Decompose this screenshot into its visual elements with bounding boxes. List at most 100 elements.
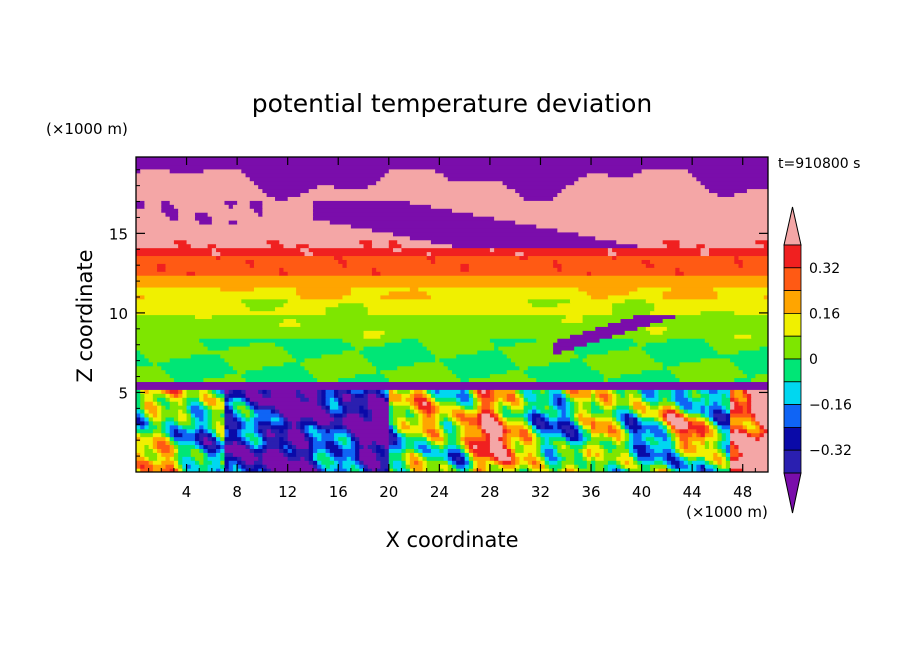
contour-cell: [207, 243, 217, 249]
contour-cell: [628, 401, 634, 406]
contour-cell: [283, 361, 301, 367]
contour-cell: [300, 416, 314, 422]
contour-cell: [173, 377, 205, 383]
contour-cell: [312, 436, 318, 442]
contour-cell: [426, 444, 432, 449]
contour-cell: [730, 440, 735, 446]
contour-cell: [709, 397, 723, 402]
contour-cell: [152, 397, 158, 402]
contour-cell: [199, 432, 209, 438]
contour-cell: [717, 424, 723, 430]
contour-cell: [582, 432, 592, 438]
contour-cell: [334, 393, 339, 398]
contour-cell: [312, 251, 428, 257]
contour-cell: [650, 452, 668, 457]
contour-cell: [578, 416, 596, 422]
contour-cell: [704, 424, 710, 430]
contour-cell: [157, 405, 162, 410]
contour-cell: [161, 200, 171, 205]
contour-cell: [224, 452, 234, 457]
contour-cell: [363, 302, 533, 308]
contour-cell: [692, 172, 768, 178]
contour-cell: [637, 428, 647, 434]
contour-cell: [662, 416, 668, 422]
contour-cell: [565, 428, 575, 434]
contour-cell: [730, 452, 740, 457]
contour-cell: [397, 239, 432, 245]
contour-cell: [241, 389, 247, 394]
contour-cell: [628, 436, 634, 442]
contour-cell: [363, 460, 381, 465]
contour-cell: [452, 412, 457, 418]
x-axis: 4 8 12 16 20 24 28 32 36 40 44 48: [148, 157, 756, 501]
contour-cell: [220, 464, 226, 469]
contour-cell: [738, 397, 748, 402]
contour-cell: [506, 444, 512, 449]
contour-cell: [645, 401, 651, 406]
contour-cell: [675, 424, 689, 430]
contour-cell: [355, 346, 365, 351]
contour-cell: [696, 432, 702, 438]
contour-cell: [190, 452, 205, 457]
contour-cell: [165, 393, 171, 398]
contour-cell: [258, 184, 318, 190]
contour-cell: [633, 436, 643, 442]
contour-cell: [641, 460, 655, 465]
contour-cell: [237, 456, 242, 461]
contour-cell: [426, 401, 432, 406]
contour-cell: [363, 444, 369, 449]
contour-cell: [182, 468, 188, 472]
contour-cell: [532, 424, 537, 430]
contour-cell: [405, 416, 419, 422]
contour-cell: [296, 318, 563, 323]
contour-cell: [658, 440, 672, 446]
contour-cell: [633, 401, 643, 406]
contour-cell: [633, 420, 638, 426]
contour-cell: [359, 349, 432, 355]
contour-cell: [721, 448, 727, 453]
contour-cell: [683, 389, 689, 394]
contour-cell: [325, 405, 331, 410]
contour-cell: [338, 440, 344, 446]
contour-cell: [422, 468, 428, 472]
contour-cell: [671, 452, 676, 457]
contour-cell: [658, 409, 664, 414]
contour-cell: [287, 448, 293, 453]
contour-cell: [275, 342, 352, 347]
contour-cell: [468, 393, 474, 398]
contour-cell: [262, 432, 268, 438]
contour-cell: [224, 444, 247, 449]
contour-cell: [447, 365, 521, 371]
contour-cell: [578, 231, 768, 237]
x-tick-label: 24: [430, 483, 449, 501]
contour-cell: [430, 409, 436, 414]
contour-cell: [709, 440, 714, 446]
contour-cell: [730, 409, 744, 414]
contour-cell: [485, 460, 495, 465]
contour-cell: [182, 456, 192, 461]
contour-cell: [650, 444, 672, 449]
contour-cell: [439, 405, 462, 410]
contour-cell: [136, 227, 373, 233]
contour-cell: [430, 412, 436, 418]
contour-cell: [510, 452, 516, 457]
contour-cell: [666, 416, 685, 422]
contour-cell: [645, 436, 655, 442]
contour-cell: [439, 432, 445, 438]
contour-cell: [350, 456, 356, 461]
contour-cell: [430, 349, 478, 355]
contour-cell: [262, 468, 268, 472]
contour-cell: [136, 243, 179, 249]
contour-cell: [637, 464, 643, 469]
contour-cell: [203, 393, 209, 398]
contour-cell: [561, 412, 567, 418]
contour-cell: [662, 409, 668, 414]
contour-cell: [687, 424, 706, 430]
contour-cell: [456, 440, 462, 446]
contour-field: [136, 157, 768, 472]
contour-cell: [738, 456, 768, 461]
contour-cell: [367, 389, 377, 394]
contour-cell: [464, 432, 483, 438]
contour-cell: [329, 409, 344, 414]
